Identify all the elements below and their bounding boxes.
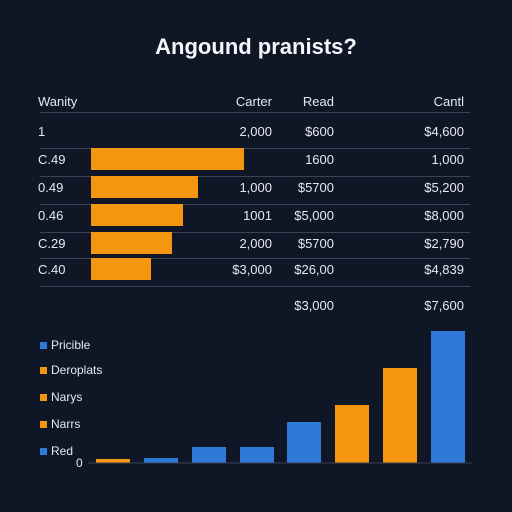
table-bar — [91, 148, 244, 170]
chart-bar — [287, 422, 321, 463]
cell-carter: 1001 — [243, 208, 272, 223]
legend-item: Red — [40, 444, 73, 458]
table-divider — [40, 232, 470, 233]
cell-carter: $3,000 — [232, 262, 272, 277]
table-divider — [40, 112, 470, 113]
cell-canti: 1,000 — [431, 152, 464, 167]
y-tick-label: 0 — [76, 456, 83, 470]
row-label: C.49 — [38, 152, 66, 167]
chart-bar — [192, 447, 226, 463]
column-header-cantl: Cantl — [433, 94, 464, 109]
legend-swatch — [40, 448, 47, 456]
legend-swatch — [40, 342, 47, 350]
chart-bar — [335, 405, 369, 463]
cell-read: $3,000 — [294, 298, 334, 313]
legend-label: Narys — [51, 390, 83, 404]
cell-read: $5,000 — [294, 208, 334, 223]
cell-read: $26,00 — [294, 262, 334, 277]
legend-label: Red — [51, 444, 74, 458]
table-divider — [40, 148, 470, 149]
legend-item: Narys — [40, 390, 82, 404]
table-bar — [91, 176, 198, 198]
legend-item: Deroplats — [40, 363, 102, 377]
cell-canti: $7,600 — [424, 298, 464, 313]
row-label: C.29 — [38, 236, 66, 251]
row-label: 0.46 — [38, 208, 64, 223]
table-divider — [40, 204, 470, 205]
legend-label: Pricible — [51, 338, 91, 352]
table-divider — [40, 176, 470, 177]
row-label: C.40 — [38, 262, 66, 277]
chart-bar — [431, 331, 465, 463]
legend-label: Deroplats — [51, 363, 103, 377]
cell-read: $5700 — [297, 180, 334, 195]
cell-canti: $4,600 — [424, 124, 464, 139]
table-bar — [91, 232, 172, 254]
cell-carter: 1,000 — [239, 180, 272, 195]
column-header-read: Read — [302, 94, 334, 109]
column-header-wanity: Wanity — [38, 94, 78, 109]
cell-canti: $4,839 — [424, 262, 464, 277]
cell-read: 1600 — [305, 152, 334, 167]
table-divider — [40, 286, 470, 287]
table-bar — [91, 204, 183, 226]
chart-bar — [144, 458, 178, 463]
chart-bar — [96, 459, 130, 463]
cell-read: $600 — [305, 124, 334, 139]
legend-swatch — [40, 367, 47, 375]
legend-label: Narrs — [51, 417, 81, 431]
table-divider — [40, 258, 470, 259]
cell-carter: 2,000 — [239, 124, 272, 139]
legend-swatch — [40, 421, 47, 429]
cell-canti: $5,200 — [424, 180, 464, 195]
cell-canti: $2,790 — [424, 236, 464, 251]
chart-title: Angound pranists? — [155, 34, 357, 59]
legend-item: Narrs — [40, 417, 80, 431]
chart-bar — [240, 447, 274, 463]
chart-bar — [383, 368, 417, 463]
column-header-carter: Carter — [235, 94, 272, 109]
legend-item: Pricible — [40, 338, 90, 352]
row-label: 0.49 — [38, 180, 64, 195]
cell-canti: $8,000 — [424, 208, 464, 223]
legend-swatch — [40, 394, 47, 402]
cell-read: $5700 — [297, 236, 334, 251]
cell-carter: 2,000 — [239, 236, 272, 251]
bar-chart: 0 — [76, 331, 472, 470]
table-bar — [91, 258, 151, 280]
row-label: 1 — [38, 124, 46, 139]
